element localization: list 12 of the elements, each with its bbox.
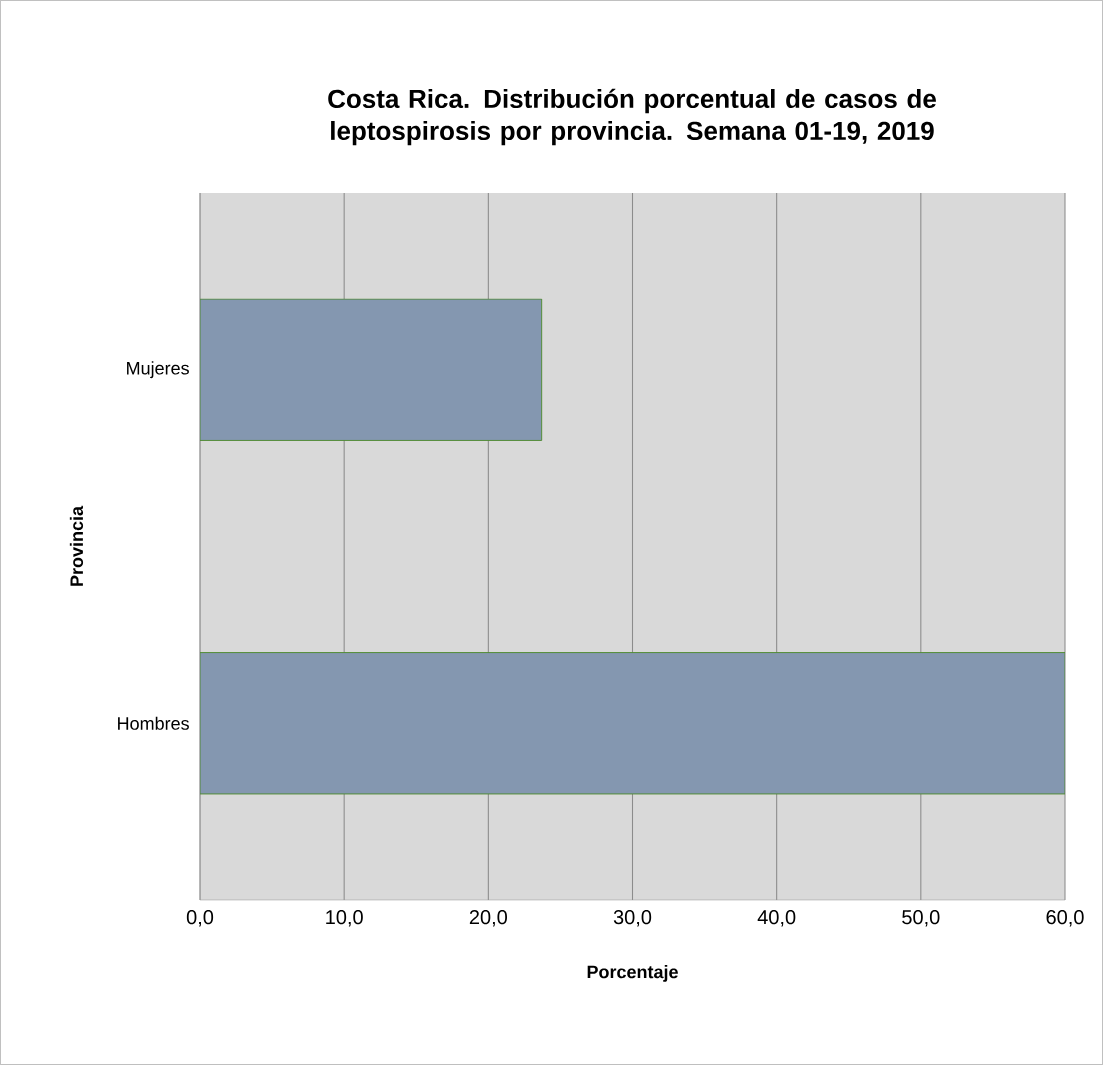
x-tick-label: 0,0 bbox=[186, 910, 214, 927]
x-tick-label: 20,0 bbox=[469, 910, 507, 927]
x-tick-label: 30,0 bbox=[613, 910, 652, 927]
y-tick-label: Hombres bbox=[118, 716, 189, 730]
x-tick-label: 50,0 bbox=[902, 910, 940, 927]
y-tick-label: Mujeres bbox=[127, 361, 189, 379]
x-tick-label: 60,0 bbox=[1046, 910, 1084, 927]
x-axis-title: Porcentaje bbox=[587, 965, 678, 982]
x-tick-label: 40,0 bbox=[757, 910, 796, 927]
y-axis-title: Provincia bbox=[69, 505, 84, 586]
x-tick-label: 10,0 bbox=[326, 910, 363, 927]
chart-title: Costa Rica. Distribución porcentual de casos de leptospirosis por provincia. Semana 01-19, 2019 bbox=[328, 88, 936, 146]
